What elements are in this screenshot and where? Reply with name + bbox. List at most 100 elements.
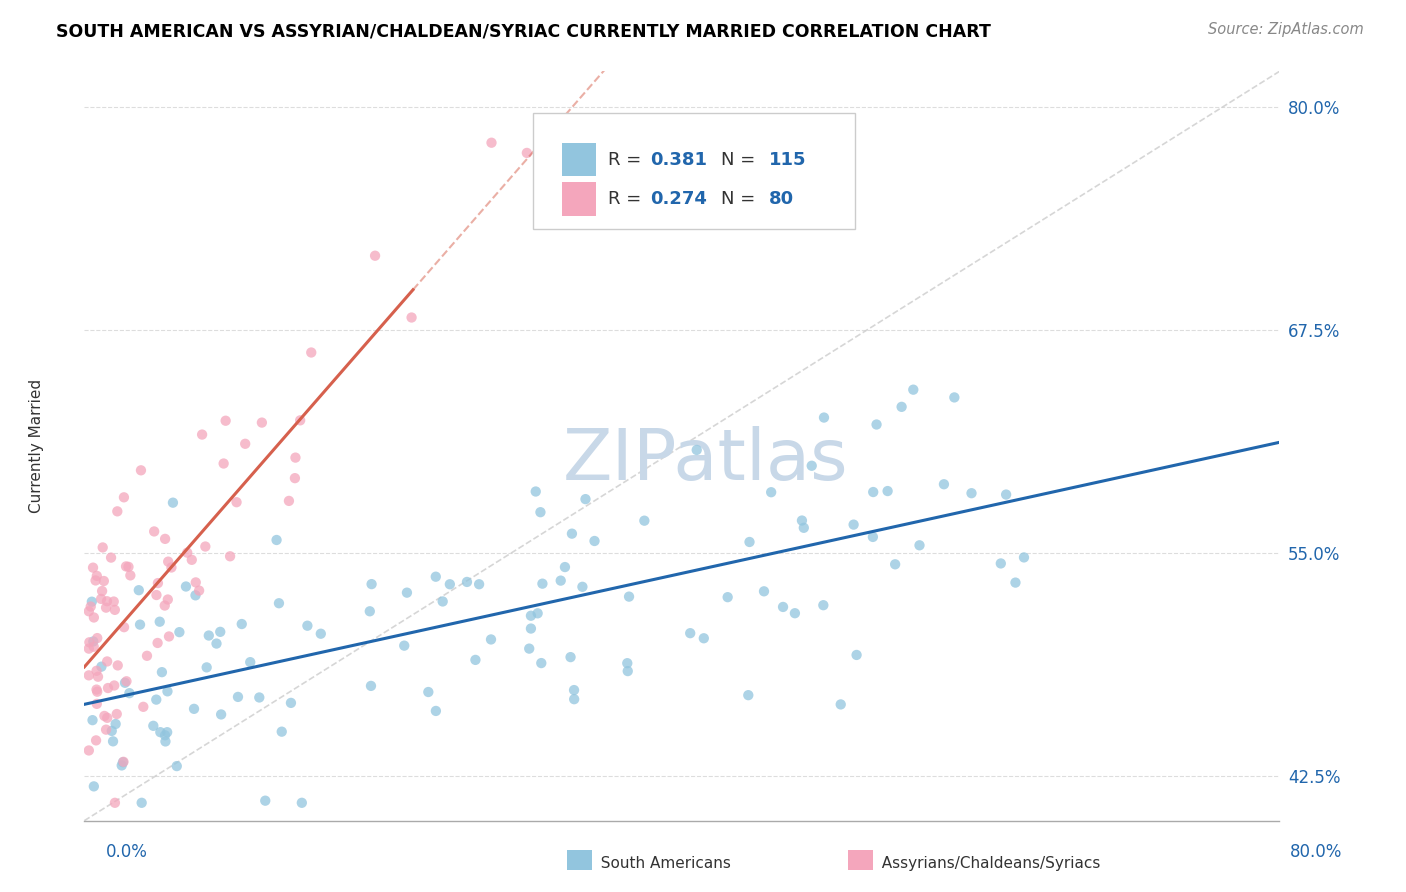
Point <box>439 577 461 591</box>
Point <box>96 655 118 669</box>
Point <box>359 604 381 618</box>
Text: R =: R = <box>607 191 647 209</box>
Point <box>862 530 884 544</box>
Point <box>526 607 548 621</box>
Point <box>395 585 418 599</box>
Point <box>157 555 180 569</box>
Point <box>250 416 273 430</box>
Point <box>990 557 1012 571</box>
Point <box>184 575 207 590</box>
Point <box>83 640 105 654</box>
Point <box>247 690 270 705</box>
Point <box>783 606 806 620</box>
Point <box>84 733 107 747</box>
Point <box>574 492 596 507</box>
Point <box>174 580 197 594</box>
Point <box>686 442 709 457</box>
Point <box>481 136 503 150</box>
Point <box>104 796 127 810</box>
Point <box>101 734 124 748</box>
Point <box>91 541 114 555</box>
Point <box>77 641 100 656</box>
Point <box>129 617 152 632</box>
Point <box>145 588 167 602</box>
Point <box>360 577 382 591</box>
Point <box>77 604 100 618</box>
Point <box>96 711 118 725</box>
Point <box>91 584 114 599</box>
Point <box>284 471 307 485</box>
Point <box>103 679 125 693</box>
Point <box>830 698 852 712</box>
Point <box>516 145 538 160</box>
Point <box>231 617 253 632</box>
Point <box>153 532 176 546</box>
Text: ZIPatlas: ZIPatlas <box>562 426 849 495</box>
Point <box>394 639 416 653</box>
Point <box>155 734 177 748</box>
FancyBboxPatch shape <box>562 182 596 216</box>
Point <box>278 494 301 508</box>
Text: SOUTH AMERICAN VS ASSYRIAN/CHALDEAN/SYRIAC CURRENTLY MARRIED CORRELATION CHART: SOUTH AMERICAN VS ASSYRIAN/CHALDEAN/SYRI… <box>56 22 991 40</box>
Point <box>583 533 606 548</box>
Point <box>561 526 583 541</box>
Point <box>157 630 180 644</box>
Point <box>1004 575 1026 590</box>
Point <box>143 524 166 539</box>
Text: R =: R = <box>607 151 647 169</box>
Point <box>214 414 236 428</box>
Point <box>128 583 150 598</box>
Point <box>149 615 172 629</box>
Point <box>93 574 115 588</box>
Point <box>288 413 311 427</box>
Point <box>529 505 551 519</box>
Point <box>166 759 188 773</box>
Point <box>86 697 108 711</box>
Point <box>550 574 572 588</box>
Point <box>83 780 105 794</box>
Point <box>267 596 290 610</box>
Point <box>191 427 214 442</box>
Point <box>150 665 173 680</box>
Point <box>142 719 165 733</box>
Point <box>120 568 142 582</box>
Point <box>162 496 184 510</box>
Point <box>479 632 502 647</box>
Point <box>195 660 218 674</box>
Point <box>156 725 179 739</box>
Point <box>297 618 319 632</box>
Point <box>517 641 540 656</box>
Point <box>960 486 983 500</box>
Point <box>82 560 104 574</box>
Point <box>188 583 211 598</box>
Point <box>94 723 117 737</box>
Point <box>995 487 1018 501</box>
Point <box>299 345 322 359</box>
Point <box>401 310 423 325</box>
Point <box>1012 550 1035 565</box>
Point <box>111 756 134 770</box>
Point <box>112 491 135 505</box>
Point <box>86 664 108 678</box>
Point <box>908 538 931 552</box>
Point <box>136 648 159 663</box>
Text: South Americans: South Americans <box>591 856 730 871</box>
Text: 80.0%: 80.0% <box>1291 843 1343 861</box>
Text: 0.274: 0.274 <box>650 191 707 209</box>
Point <box>82 634 104 648</box>
Point <box>239 655 262 669</box>
Point <box>456 574 478 589</box>
Point <box>693 632 716 646</box>
Point <box>862 485 884 500</box>
Point <box>943 391 966 405</box>
Point <box>360 679 382 693</box>
Point <box>184 588 207 602</box>
Point <box>772 599 794 614</box>
Point <box>562 692 585 706</box>
Point <box>562 683 585 698</box>
Point <box>149 725 172 739</box>
Point <box>104 603 127 617</box>
Point <box>564 136 586 150</box>
Point <box>176 546 198 560</box>
Point <box>112 755 135 769</box>
